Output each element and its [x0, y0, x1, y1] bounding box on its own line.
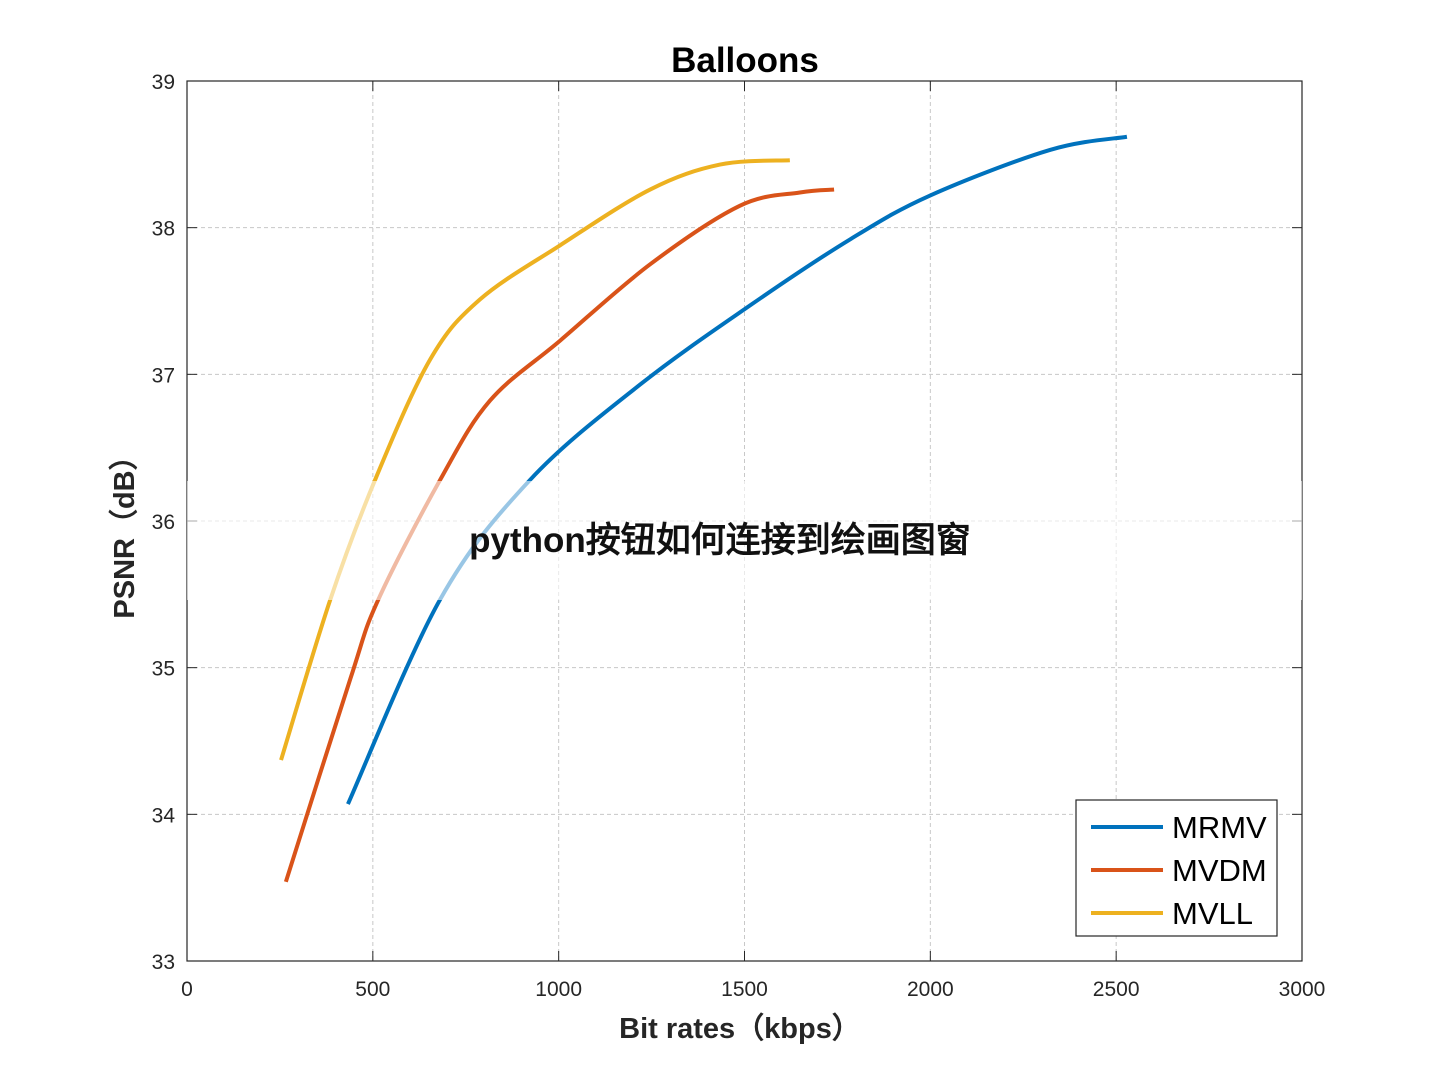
- overlay-text: python按钮如何连接到绘画图窗: [469, 521, 971, 560]
- x-axis-label: Bit rates（kbps）: [619, 1012, 861, 1045]
- series-line-mvdm: [283, 187, 835, 883]
- legend-label-mvdm: MVDM: [1172, 853, 1267, 888]
- x-tick-label: 1500: [721, 978, 768, 1001]
- x-tick-label: 1000: [535, 978, 582, 1001]
- x-tick-label: 3000: [1279, 978, 1326, 1001]
- watermark-band: [187, 481, 1302, 600]
- y-tick-label: 34: [152, 804, 176, 827]
- y-tick-label: 37: [152, 364, 175, 387]
- x-tick-label: 500: [355, 978, 390, 1001]
- x-tick-label: 0: [181, 978, 193, 1001]
- y-tick-label: 33: [152, 951, 175, 974]
- y-tick-label: 39: [152, 71, 175, 94]
- y-tick-label: 35: [152, 658, 175, 681]
- legend-label-mrmv: MRMV: [1172, 810, 1267, 845]
- x-tick-label: 2500: [1093, 978, 1140, 1001]
- chart-title: Balloons: [671, 41, 819, 80]
- y-axis-label: PSNR（dB）: [108, 441, 141, 618]
- x-tick-label: 2000: [907, 978, 954, 1001]
- y-tick-label: 36: [152, 511, 175, 534]
- legend-label-mvll: MVLL: [1172, 896, 1253, 931]
- legend: MRMV MVDM MVLL: [1075, 799, 1278, 937]
- ticks: 0 500 1000 1500 2000 2500 3000 33 34 35 36 37 38 39: [152, 71, 1326, 1001]
- y-tick-label: 38: [152, 218, 175, 241]
